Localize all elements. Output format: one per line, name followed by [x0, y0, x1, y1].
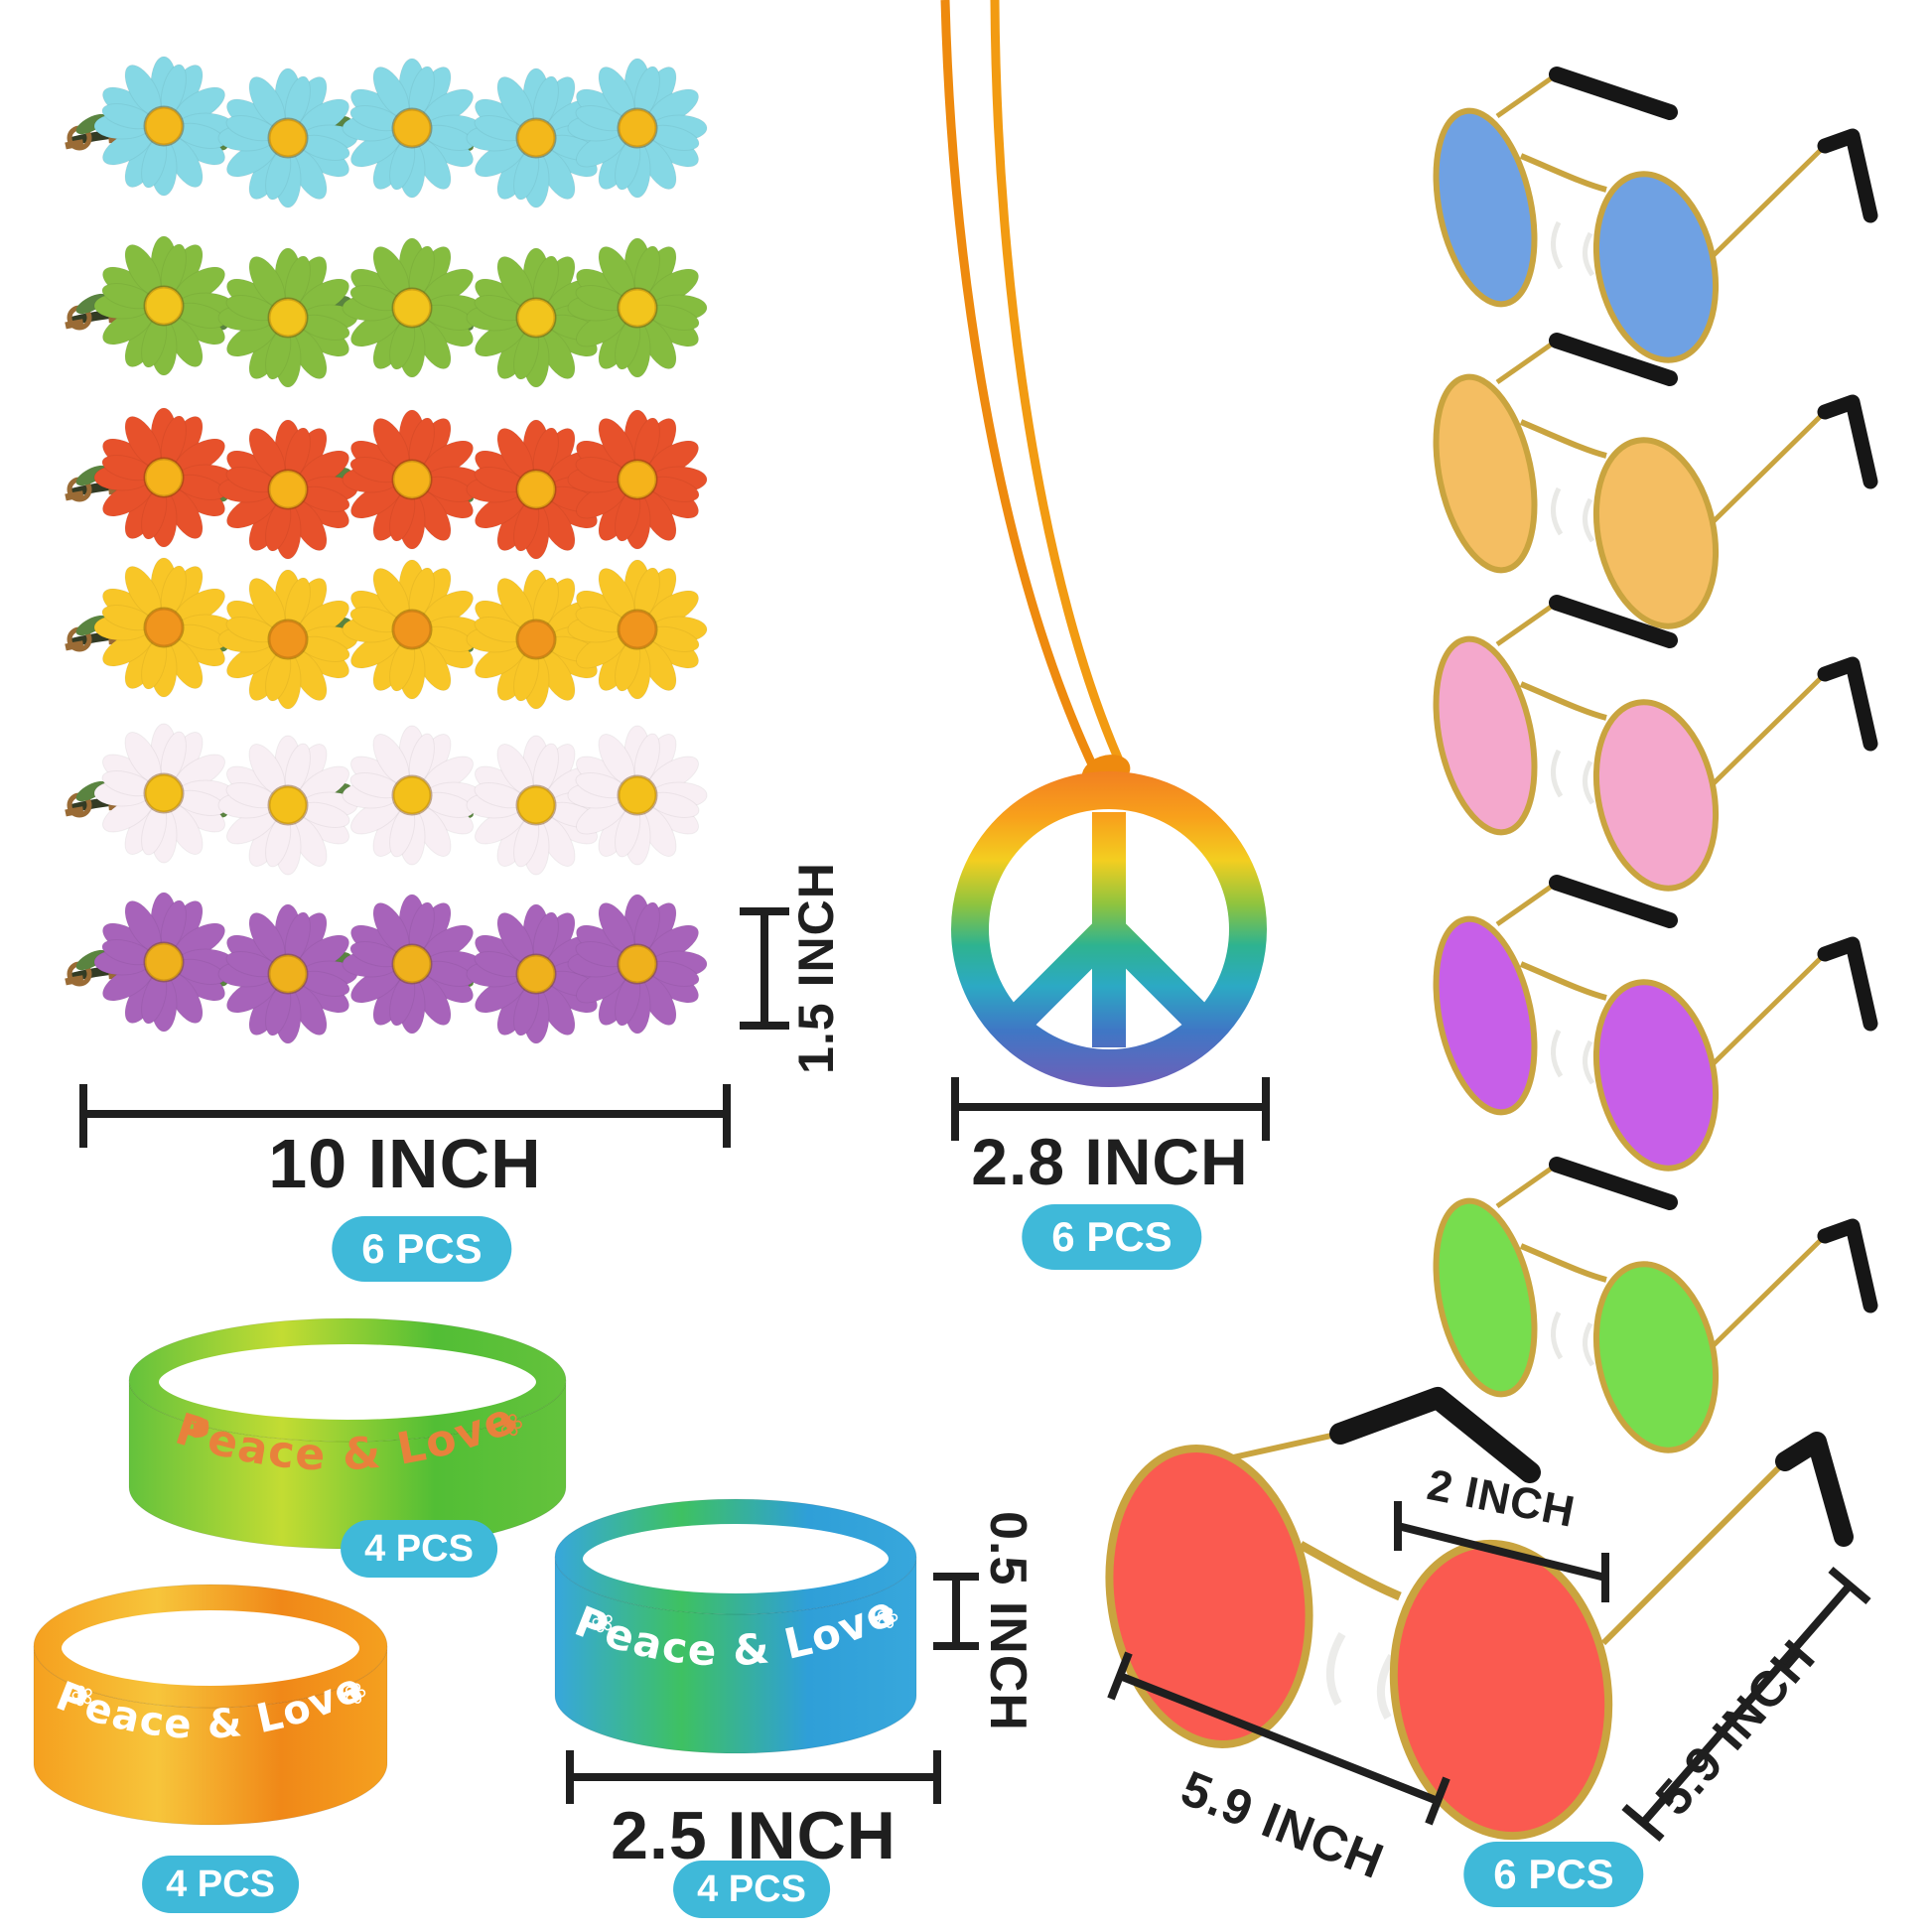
sunglasses-orange — [1420, 341, 1870, 637]
pendant-width-line — [951, 1077, 1270, 1141]
left-temple-tip — [1329, 1387, 1541, 1483]
rainbow-peace-pendant — [951, 771, 1267, 1087]
glasses-count-badge: 6 PCS — [1463, 1842, 1644, 1907]
green-band-count-badge: 4 PCS — [341, 1520, 497, 1578]
wristband-orange — [33, 1584, 388, 1826]
wristband-green — [128, 1317, 567, 1550]
cord-strand — [990, 0, 1125, 764]
sunglasses-blue — [1420, 74, 1870, 371]
right-temple-wire — [1600, 1458, 1788, 1646]
pendant-size-label: 2.8 INCH — [971, 1125, 1249, 1198]
left-lens — [1105, 1445, 1313, 1748]
band-hole — [50, 1598, 371, 1698]
sunglasses-red-large — [1105, 1387, 1854, 1841]
sunglasses-purple — [1420, 883, 1870, 1179]
wristband-blue — [554, 1498, 917, 1754]
left-temple-wire — [1232, 1431, 1341, 1460]
pendant-count-badge: 6 PCS — [1022, 1204, 1202, 1270]
band-hole — [571, 1512, 900, 1605]
bridge — [1298, 1541, 1402, 1601]
headband-width-line — [79, 1084, 731, 1148]
glasses-width-line — [1107, 1651, 1450, 1826]
orange-band-count-badge: 4 PCS — [142, 1856, 299, 1913]
measurement-lines — [79, 907, 1871, 1843]
headband-count-badge: 6 PCS — [332, 1216, 512, 1282]
peace-necklace — [940, 0, 1267, 1087]
daisy-center-tint — [143, 105, 658, 995]
wristband-height-label: 0.5 INCH — [979, 1511, 1036, 1731]
cord-strand — [940, 0, 1097, 766]
wristband-width-label: 2.5 INCH — [611, 1798, 897, 1873]
wristband-height-bracket — [933, 1573, 979, 1650]
headband-width-label: 10 INCH — [268, 1125, 542, 1202]
lens-width-line — [1394, 1501, 1609, 1602]
headband-height-label: 1.5 INCH — [788, 862, 844, 1074]
sunglasses-green — [1420, 1165, 1870, 1461]
sunglasses-pink — [1420, 603, 1870, 899]
nose-pads — [1325, 1631, 1396, 1720]
band-hole — [147, 1332, 548, 1432]
wristband-width-line — [566, 1750, 941, 1804]
right-temple-tip — [1775, 1432, 1854, 1547]
headband-height-bracket — [740, 907, 789, 1030]
blue-band-count-badge: 4 PCS — [673, 1861, 830, 1918]
glasses-depth-line — [1621, 1566, 1871, 1843]
